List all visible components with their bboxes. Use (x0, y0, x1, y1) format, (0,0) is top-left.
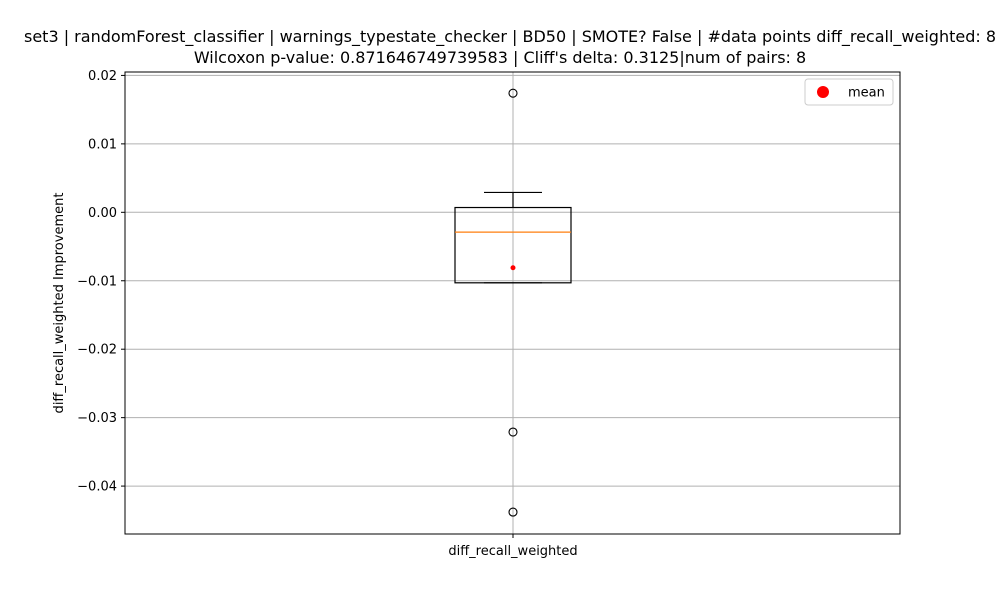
x-axis-ticks: diff_recall_weighted (448, 534, 578, 559)
y-tick-label: 0.02 (88, 69, 117, 84)
y-tick-label: −0.02 (77, 343, 117, 358)
outlier-point (508, 427, 518, 437)
legend-mean-marker (817, 86, 829, 98)
mean-point (510, 265, 516, 271)
y-tick-label: −0.03 (77, 411, 117, 426)
grid-lines (125, 72, 900, 534)
legend-mean-label: mean (848, 86, 885, 101)
legend: mean (804, 78, 894, 106)
box-plot-series (454, 88, 572, 517)
y-axis-ticks: 0.02 0.01 0.00 −0.01 −0.02 −0.03 −0.04 (77, 69, 125, 495)
x-tick-label: diff_recall_weighted (448, 544, 577, 559)
outlier-point (508, 88, 518, 98)
legend-frame (804, 78, 894, 106)
chart-title-line-2: Wilcoxon p-value: 0.871646749739583 | Cl… (193, 48, 807, 67)
chart-title-line-1: set3 | randomForest_classifier | warning… (23, 27, 997, 46)
y-axis-label: diff_recall_weighted Improvement (52, 193, 67, 414)
y-tick-label: 0.00 (88, 206, 117, 221)
box-iqr (454, 206, 572, 284)
outlier-point (508, 507, 518, 517)
y-tick-label: −0.01 (77, 274, 117, 289)
y-tick-label: 0.01 (88, 137, 117, 152)
y-tick-label: −0.04 (77, 480, 117, 495)
